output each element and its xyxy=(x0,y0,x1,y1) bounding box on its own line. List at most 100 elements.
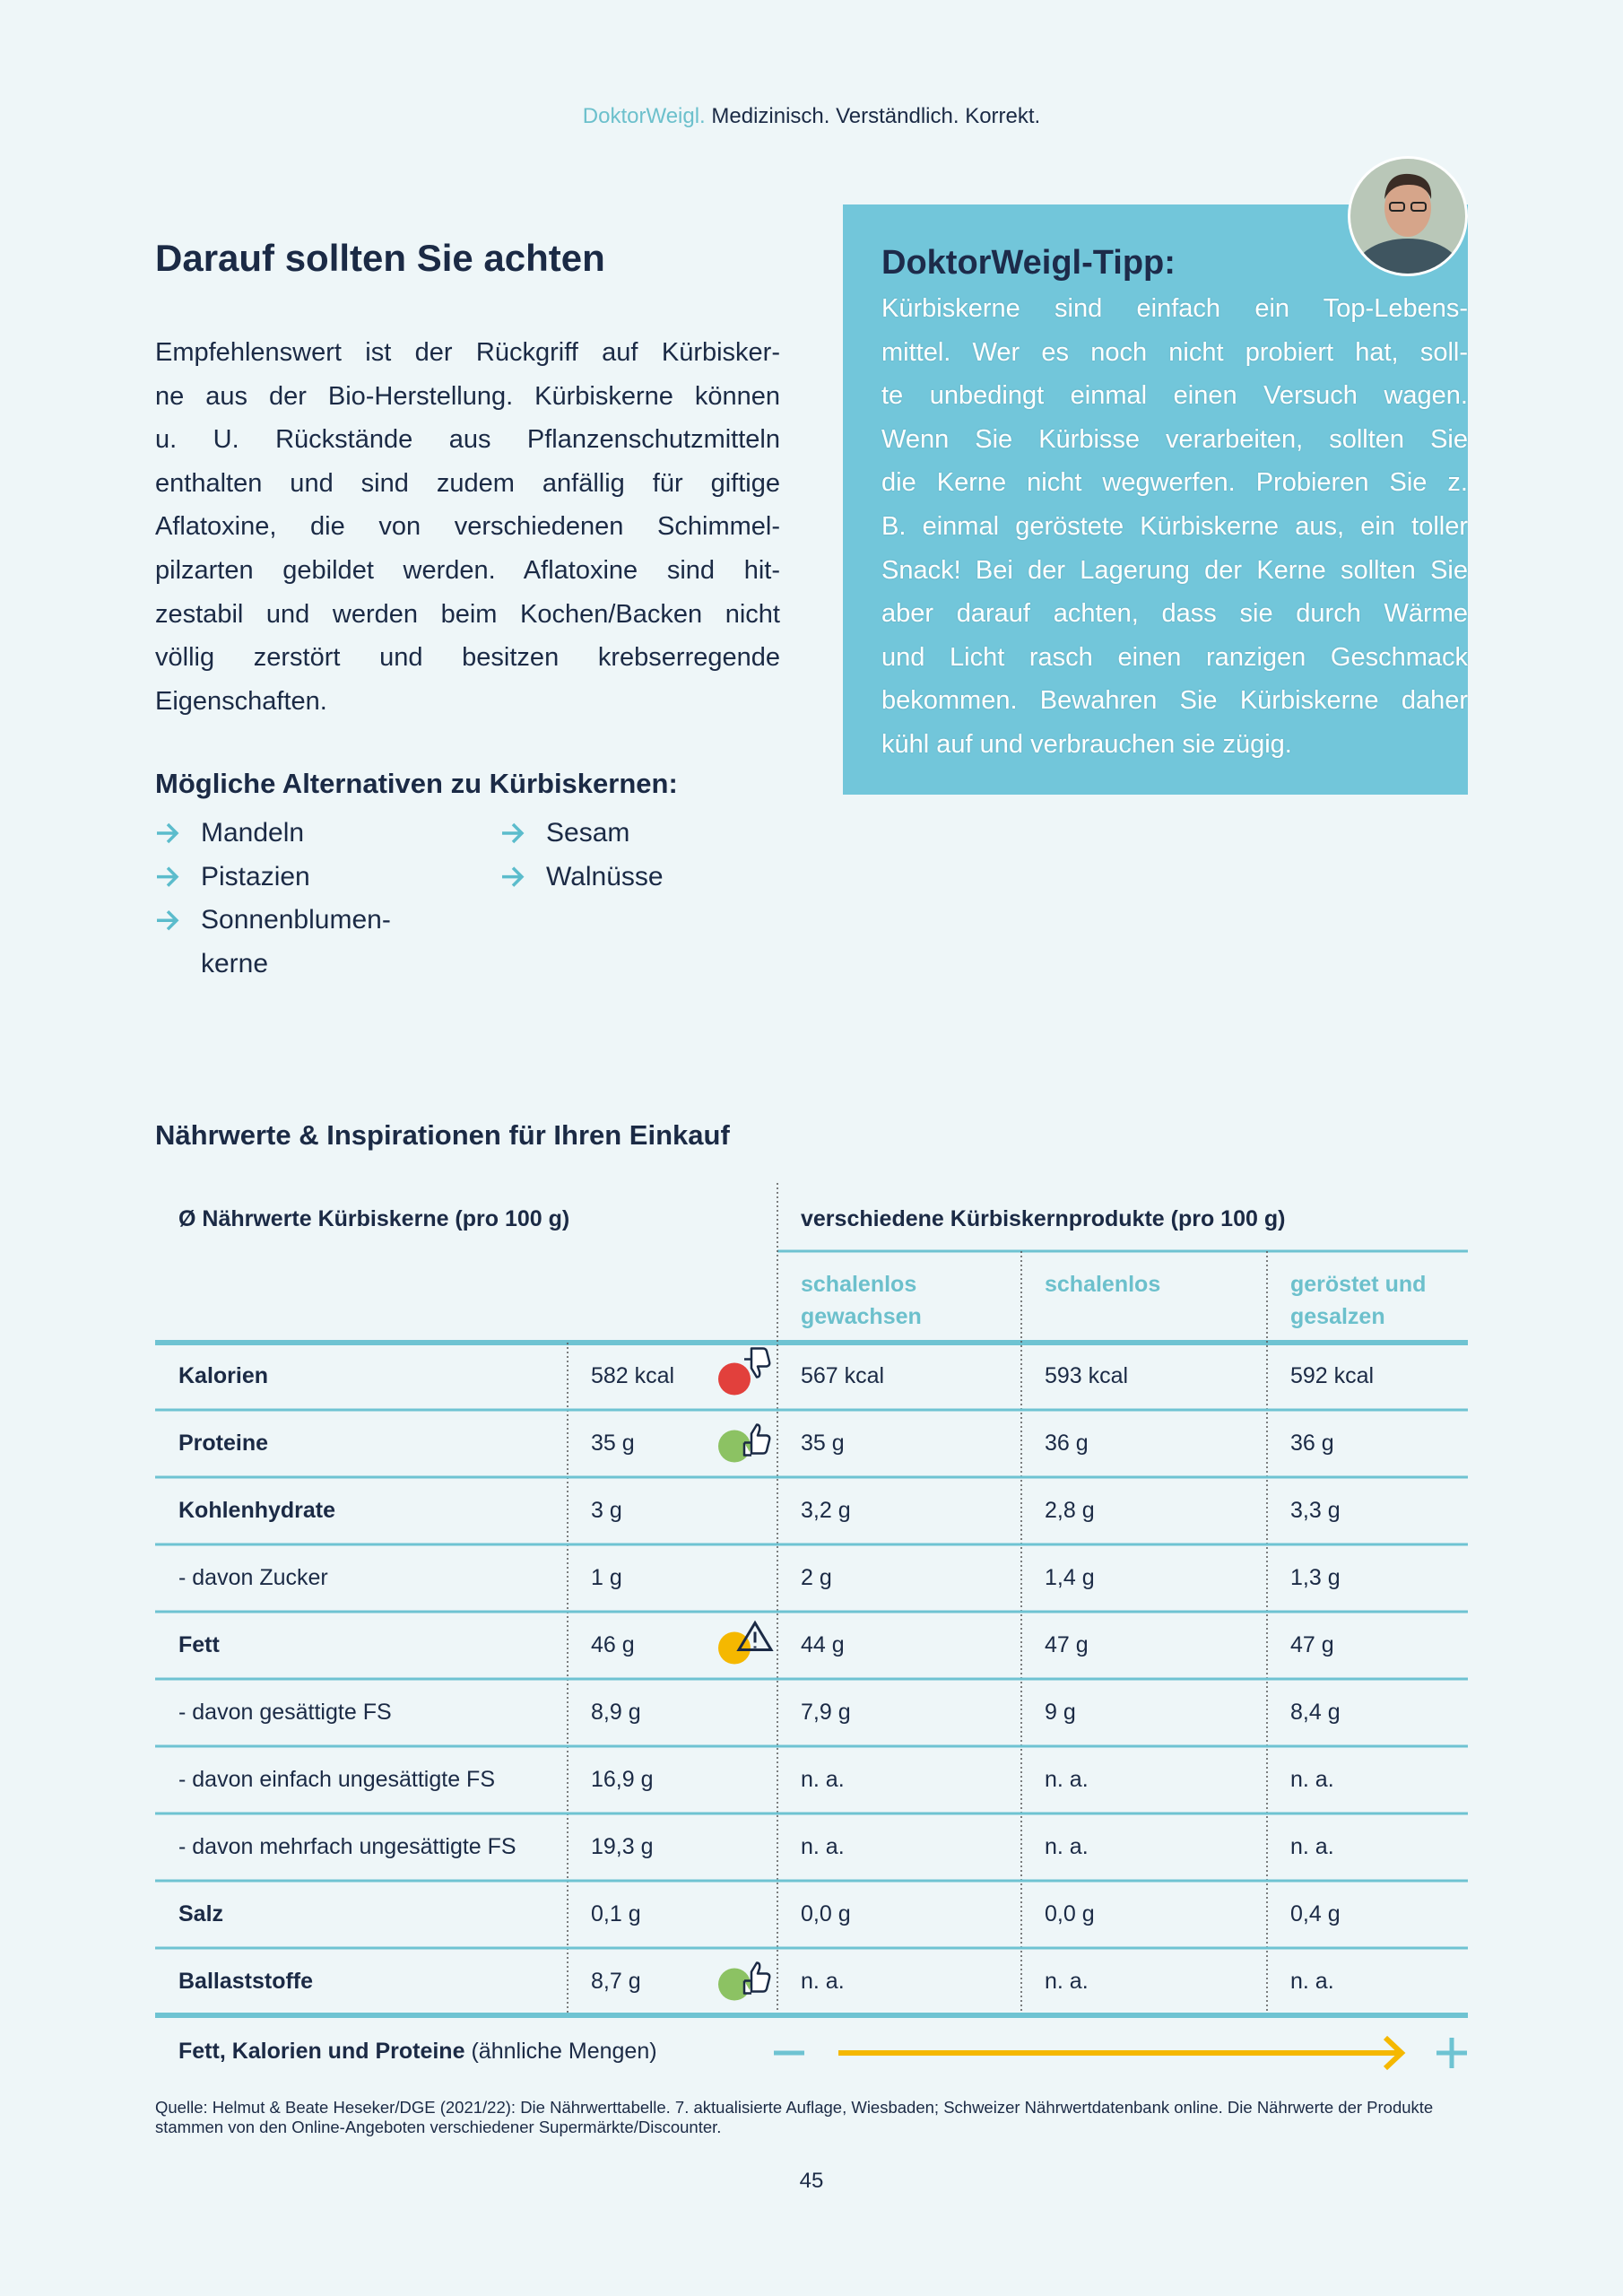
table-cell: 0,0 g xyxy=(1045,1901,1095,1926)
table-cell: 9 g xyxy=(1045,1700,1076,1725)
tip-line: kühl auf und verbrauchen sie zügig. xyxy=(881,730,1292,759)
table-cell: 1,4 g xyxy=(1045,1565,1095,1590)
table-cell: n. a. xyxy=(801,1767,845,1792)
paragraph-line: Eigenschaften. xyxy=(155,686,327,716)
table-cell: n. a. xyxy=(801,1969,845,1994)
table-cell: 36 g xyxy=(1045,1431,1089,1456)
icon-thumb-down xyxy=(718,1362,751,1396)
table-cell: 0,0 g xyxy=(801,1901,851,1926)
table-cell: 3 g xyxy=(591,1498,622,1523)
table-cell: - davon gesättigte FS xyxy=(178,1700,392,1725)
table-cell: 36 g xyxy=(1290,1431,1334,1456)
paragraph-line: Aflatoxine, die von verschiedenen Schimm… xyxy=(155,512,780,542)
table-cell: n. a. xyxy=(1290,1969,1334,1994)
footer-row: Fett, Kalorien und Proteine (ähnliche Men… xyxy=(178,2018,657,2085)
paragraph-line: enthalten und sind zudem anfällig für gi… xyxy=(155,468,780,498)
table-cell: n. a. xyxy=(1290,1767,1334,1792)
arrow-bullet xyxy=(502,866,525,887)
alternative-item: Pistazien xyxy=(201,861,310,891)
tip-line: B. einmal geröstete Kürbiskerne aus, ein… xyxy=(881,512,1468,541)
scale-plus xyxy=(1436,2038,1467,2068)
icon-thumb xyxy=(742,1423,771,1457)
icon-thumb xyxy=(744,1347,771,1378)
table-cell: 19,3 g xyxy=(591,1834,654,1859)
table-cell: - davon mehrfach ungesättigte FS xyxy=(178,1834,516,1859)
table-cell: n. a. xyxy=(1045,1767,1089,1792)
table-cell: Fett xyxy=(178,1632,220,1657)
section-title: Darauf sollten Sie achten xyxy=(155,237,605,279)
alternative-item: Sonnenblumen- kerne xyxy=(201,905,391,978)
icon-thumb xyxy=(742,1961,771,1995)
table-cell: Proteine xyxy=(178,1431,269,1456)
source: Quelle: Helmut & Beate Heseker/DGE (2021… xyxy=(155,2098,1434,2136)
table-cell: 8,7 g xyxy=(591,1969,641,1994)
table-cell: 8,9 g xyxy=(591,1700,641,1725)
table-cell: n. a. xyxy=(1045,1834,1089,1859)
table-cell: 0,1 g xyxy=(591,1901,641,1926)
table-cell: - davon einfach ungesättigte FS xyxy=(178,1767,496,1792)
table-cell: 3,3 g xyxy=(1290,1498,1341,1523)
paragraph-line: pilzarten gebildet werden. Aflatoxine si… xyxy=(155,556,780,585)
table-cell: - davon Zucker xyxy=(178,1565,328,1590)
subheader: geröstet und gesalzen xyxy=(1290,1272,1427,1329)
table-cell: Kalorien xyxy=(178,1363,269,1388)
footer-bold: Fett, Kalorien und Proteine xyxy=(178,2039,465,2064)
table-cell: 35 g xyxy=(801,1431,845,1456)
table-cell: 47 g xyxy=(1290,1632,1334,1657)
table-cell: 3,2 g xyxy=(801,1498,851,1523)
paragraph-line: u. U. Rückstände aus Pflanzenschutzmitte… xyxy=(155,425,780,455)
icon-warning-sign xyxy=(736,1620,774,1651)
table-cell: 35 g xyxy=(591,1431,635,1456)
arrow-bullet xyxy=(502,822,525,844)
tip-line: Kürbiskerne sind einfach ein Top-Lebens- xyxy=(881,294,1468,323)
table-cell: 1,3 g xyxy=(1290,1565,1341,1590)
paragraph-line: ne aus der Bio-Herstellung. Kürbiskerne … xyxy=(155,381,780,411)
table-cell: 7,9 g xyxy=(801,1700,851,1725)
page-number: 45 xyxy=(799,2169,824,2193)
alternatives-title: Mögliche Alternativen zu Kürbiskernen: xyxy=(155,768,678,799)
tip-line: bekommen. Bewahren Sie Kürbiskerne daher xyxy=(881,686,1468,716)
table-cell: n. a. xyxy=(1290,1834,1334,1859)
paragraph-line: Empfehlenswert ist der Rückgriff auf Kür… xyxy=(155,338,780,367)
icon-thumb-up xyxy=(718,1968,751,2001)
tip-title: DoktorWeigl-Tipp: xyxy=(881,244,1176,282)
tip-line: mittel. Wer es noch nicht probiert hat, … xyxy=(881,337,1468,367)
arrow-bullet xyxy=(157,909,179,931)
table-cell: 0,4 g xyxy=(1290,1901,1341,1926)
table-cell: 592 kcal xyxy=(1290,1363,1375,1388)
paragraph-line: zestabil und werden beim Kochen/Backen n… xyxy=(155,599,780,629)
table-cell: Ballaststoffe xyxy=(178,1969,314,1994)
header-brand: DoktorWeigl. xyxy=(582,104,712,128)
table-cell: 567 kcal xyxy=(801,1363,885,1388)
tip-line: Snack! Bei der Lagerung der Kerne sollte… xyxy=(881,555,1468,585)
table-cell: 2,8 g xyxy=(1045,1498,1095,1523)
table-cell: 46 g xyxy=(591,1632,635,1657)
footer-normal: (ähnliche Mengen) xyxy=(471,2039,657,2064)
icon-warning xyxy=(718,1631,751,1665)
tip-line: die Kerne nicht wegwerfen. Probieren Sie… xyxy=(881,468,1468,498)
table-cell: 47 g xyxy=(1045,1632,1089,1657)
table-cell: 2 g xyxy=(801,1565,832,1590)
tip-line: und Licht rasch einen ranzigen Geschmack xyxy=(881,642,1468,672)
table-cell: Kohlenhydrate xyxy=(178,1498,336,1523)
tip-line: Wenn Sie Kürbisse verarbeiten, sollten S… xyxy=(881,424,1468,454)
arrow-bullet xyxy=(157,866,179,887)
table-title: Nährwerte & Inspirationen für Ihren Eink… xyxy=(155,1119,730,1151)
table-cell: 16,9 g xyxy=(591,1767,654,1792)
table-cell: n. a. xyxy=(1045,1969,1089,1994)
tip-line: te unbedingt einmal einen Versuch wagen. xyxy=(881,381,1468,411)
scale-arrow xyxy=(838,2035,1406,2071)
header: DoktorWeigl. Medizinisch. Verständlich. … xyxy=(0,104,1623,129)
subheader: schalenlos xyxy=(1045,1272,1161,1297)
avatar xyxy=(1348,156,1468,276)
table-cell: 44 g xyxy=(801,1632,845,1657)
arrow-bullet xyxy=(157,822,179,844)
right-header: verschiedene Kürbiskernprodukte (pro 100… xyxy=(801,1206,1286,1231)
table-cell: 582 kcal xyxy=(591,1363,675,1388)
alternative-item: Sesam xyxy=(546,818,630,848)
alternative-item: Walnüsse xyxy=(546,861,664,891)
icon-thumb-up xyxy=(718,1430,751,1463)
header-tagline: Medizinisch. Verständlich. Korrekt. xyxy=(711,104,1041,128)
